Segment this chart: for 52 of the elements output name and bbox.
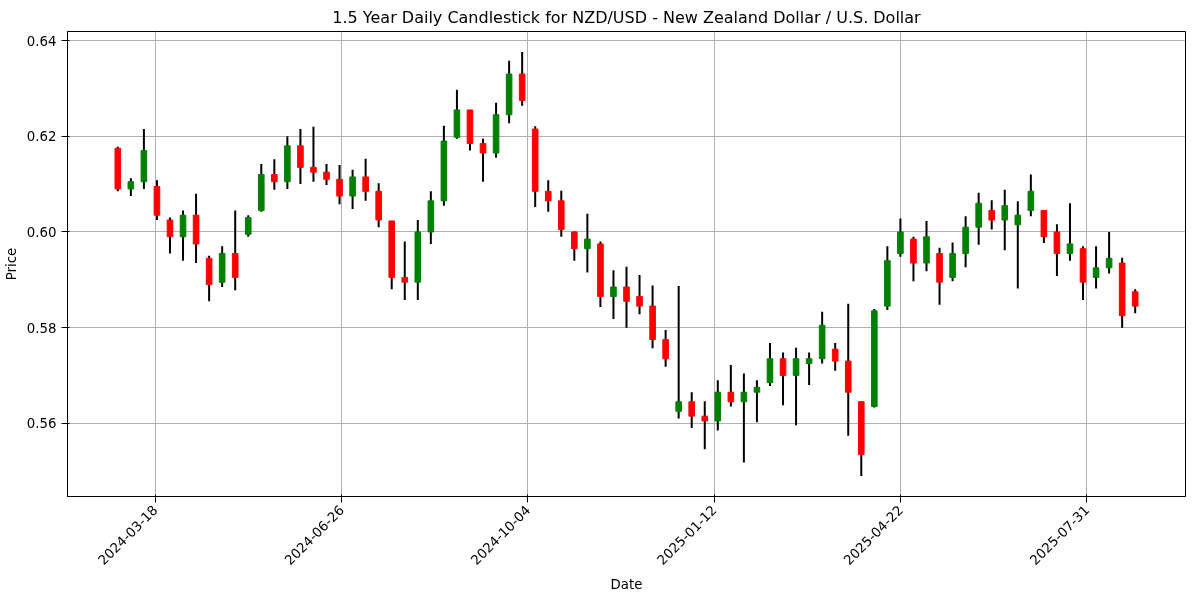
- x-axis-title: Date: [610, 577, 643, 593]
- candlestick: [897, 217, 904, 258]
- candlestick: [1131, 288, 1139, 315]
- candlestick: [792, 346, 800, 427]
- candlestick: [727, 363, 735, 408]
- candlestick: [166, 216, 174, 255]
- candlestick: [636, 274, 643, 316]
- candlestick: [831, 341, 839, 372]
- y-tick-label: 0.64: [26, 33, 57, 49]
- candlestick: [623, 265, 630, 329]
- candlestick: [1066, 202, 1074, 262]
- candlestick: [779, 351, 787, 407]
- candlestick: [323, 163, 330, 187]
- candlestick: [544, 179, 552, 213]
- candlestick: [949, 241, 956, 283]
- candlestick: [244, 214, 252, 238]
- candlestick: [1092, 245, 1100, 290]
- candlestick: [310, 125, 317, 183]
- candlestick: [1053, 223, 1061, 277]
- candlestick: [740, 372, 748, 464]
- candlestick: [349, 168, 356, 210]
- candlestick: [688, 391, 696, 430]
- candlestick: [662, 329, 669, 368]
- candlestick: [610, 269, 617, 321]
- candlestick: [479, 137, 487, 183]
- candlestick: [805, 351, 813, 387]
- candlestick: [271, 158, 278, 191]
- candlestick: [1001, 188, 1009, 252]
- candlestick: [753, 379, 761, 424]
- y-tick-label: 0.58: [26, 320, 57, 336]
- candlestick: [571, 230, 578, 262]
- y-tick-label: 0.60: [26, 224, 57, 240]
- candlestick: [231, 209, 239, 292]
- candlestick: [1105, 230, 1113, 275]
- candlestick: [297, 128, 304, 186]
- candlestick: [766, 341, 774, 387]
- candlestick: [362, 157, 369, 202]
- candlestick: [675, 285, 682, 420]
- chart-title: 1.5 Year Daily Candlestick for NZD/USD - New Zealand Dollar / U.S. Dollar: [332, 7, 922, 27]
- candlestick: [584, 212, 591, 274]
- y-axis-title: Price: [3, 247, 19, 281]
- candlestick: [910, 235, 917, 283]
- candlestick: [975, 191, 982, 246]
- candlestick: [1014, 200, 1022, 290]
- y-tick-label: 0.56: [26, 416, 57, 432]
- y-tick-label: 0.62: [26, 129, 57, 145]
- candlestick: [179, 209, 187, 262]
- candlestick: [701, 400, 709, 451]
- candlestick: [988, 199, 996, 231]
- candlestick: [1027, 173, 1035, 218]
- candlestick: [336, 163, 343, 206]
- candlestick: [401, 240, 409, 301]
